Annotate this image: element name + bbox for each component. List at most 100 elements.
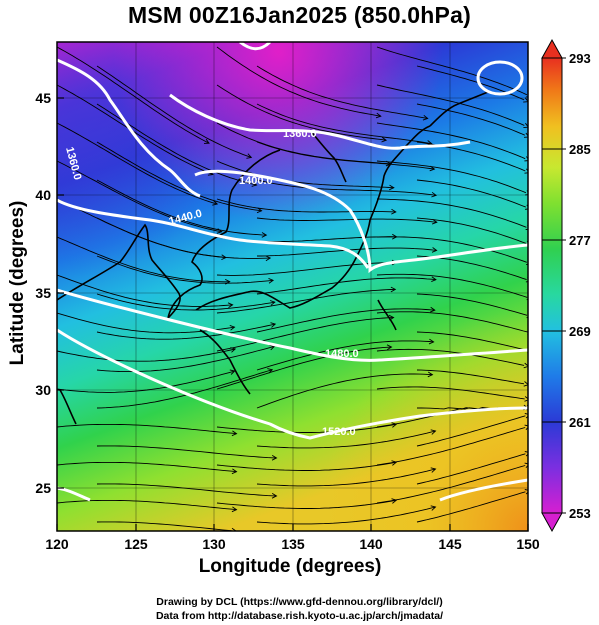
contour-line (439, 478, 528, 502)
streamline (376, 160, 527, 194)
streamline (96, 323, 276, 340)
contour-line (57, 198, 370, 269)
credit-data: Data from http://database.rish.kyoto-u.a… (155, 610, 444, 622)
streamline-arrow (227, 302, 234, 308)
streamline (96, 217, 271, 259)
y-tick-label: 45 (35, 90, 51, 106)
streamline (416, 453, 526, 485)
streamline (256, 141, 435, 170)
streamline (96, 293, 275, 311)
chart-title: MSM 00Z16Jan2025 (850.0hPa) (128, 2, 471, 28)
streamline-arrow (269, 300, 276, 306)
streamline-arrow (231, 506, 238, 513)
streamline (256, 373, 433, 409)
streamline (216, 461, 397, 471)
streamline-arrow (390, 286, 397, 293)
streamline (416, 491, 526, 523)
streamline (416, 369, 525, 385)
streamline-arrow (431, 219, 438, 225)
streamline (96, 255, 274, 284)
colorbar-tick-label: 261 (569, 415, 591, 430)
streamline (376, 427, 526, 466)
streamline (256, 217, 437, 223)
streamline-arrow (391, 208, 397, 215)
streamline (57, 312, 235, 334)
contour-line (57, 486, 91, 502)
wind-streamlines (57, 46, 528, 531)
colorbar: 293 285 277 269 261 253 (541, 38, 591, 533)
x-tick-label: 135 (281, 536, 305, 552)
streamline (216, 46, 381, 117)
contour-line (57, 58, 201, 198)
streamline-arrow (229, 324, 236, 331)
streamline-arrow (256, 207, 263, 214)
credit-drawing: Drawing by DCL (https://www.gfd-dennou.o… (156, 596, 443, 608)
contour-line (169, 93, 471, 150)
y-tick-label: 40 (35, 187, 51, 203)
streamline (96, 521, 232, 531)
streamline (57, 46, 210, 144)
streamline (96, 179, 267, 236)
streamline (216, 423, 397, 433)
streamline-arrow (386, 344, 393, 350)
streamline (376, 348, 525, 366)
streamline (376, 198, 527, 228)
streamline (256, 308, 435, 333)
streamline-arrow (203, 138, 210, 144)
streamline (216, 499, 397, 509)
streamline (57, 236, 230, 283)
streamline-arrow (524, 462, 528, 469)
streamline (216, 346, 392, 390)
streamline (416, 217, 527, 244)
streamline-arrow (524, 396, 528, 402)
streamline-arrow (430, 429, 437, 435)
streamline-arrow (270, 322, 277, 328)
streamline (256, 179, 437, 196)
streamline-arrow (268, 277, 275, 284)
colorbar-body (541, 57, 563, 514)
contour-label: 1480.0 (325, 348, 359, 360)
streamline (256, 103, 432, 145)
streamline (376, 386, 525, 400)
streamline-arrow (431, 276, 437, 283)
streamline-arrow (231, 430, 238, 437)
streamline-arrow (229, 369, 236, 375)
streamline (96, 445, 277, 459)
y-tick-label: 30 (35, 382, 51, 398)
streamline (376, 465, 526, 504)
streamline (376, 122, 526, 160)
streamline (416, 331, 528, 351)
streamline-arrow (271, 455, 278, 461)
streamline-arrow (523, 132, 528, 138)
streamline (416, 293, 528, 316)
streamline (216, 198, 396, 213)
streamline (57, 348, 236, 362)
streamline (216, 160, 394, 189)
streamline (376, 236, 527, 263)
contour-line (57, 288, 528, 362)
streamline (376, 273, 528, 298)
streamline-arrow (381, 136, 388, 143)
x-axis-label: Longitude (degrees) (198, 556, 382, 577)
x-tick-label: 140 (359, 536, 383, 552)
streamline (57, 122, 218, 205)
temperature-field (57, 42, 528, 531)
y-axis-label: Latitude (degrees) (7, 200, 28, 366)
streamline (96, 65, 252, 158)
colorbar-tick-label: 269 (569, 324, 591, 339)
streamline-arrow (430, 467, 437, 473)
streamline-arrow (389, 184, 395, 191)
streamline-arrow (375, 112, 382, 119)
streamline (256, 506, 436, 525)
streamline (256, 468, 436, 487)
x-tick-label: 125 (124, 536, 148, 552)
colorbar-tick-label: 253 (569, 506, 591, 521)
streamline-arrow (523, 381, 528, 387)
streamline-arrow (422, 114, 429, 121)
streamline-arrow (265, 255, 272, 262)
contour-line (239, 42, 272, 51)
y-axis (57, 97, 64, 489)
x-tick-label: 150 (516, 536, 540, 552)
streamline (57, 499, 237, 511)
streamline (96, 346, 275, 373)
